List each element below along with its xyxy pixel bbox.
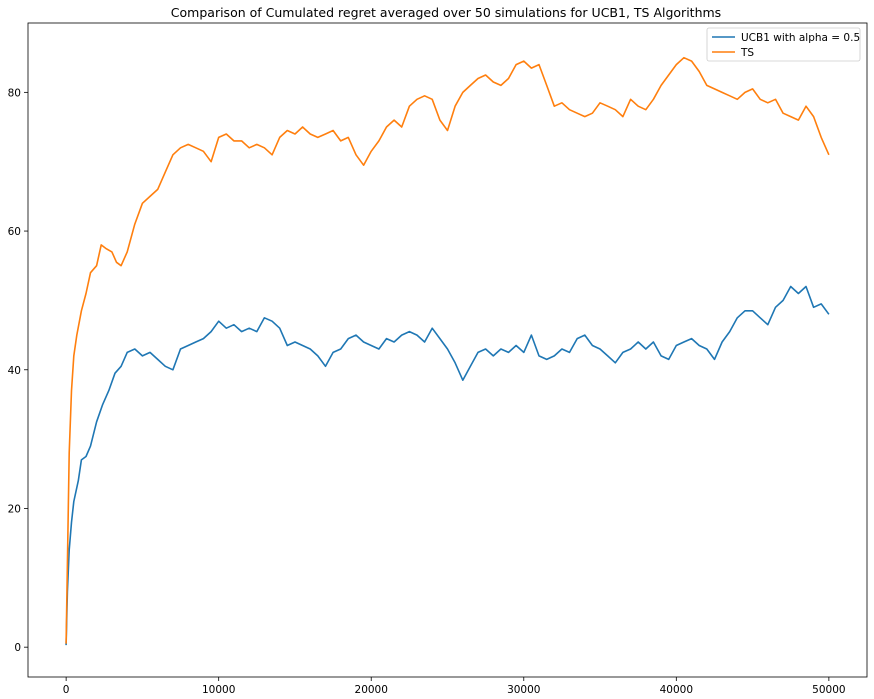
legend-label: TS [740, 47, 754, 59]
y-tick-label: 40 [8, 365, 21, 377]
y-tick-label: 80 [8, 87, 21, 99]
legend-box [706, 27, 861, 62]
x-tick-label: 50000 [812, 684, 845, 696]
series-line-ucb1 [65, 285, 830, 646]
legend-label: UCB1 with alpha = 0.5 [741, 32, 860, 44]
x-tick-label: 0 [63, 684, 70, 696]
x-tick-label: 30000 [507, 684, 540, 696]
x-axis: 0 10000 20000 30000 40000 50000 [63, 677, 846, 696]
x-tick-label: 10000 [202, 684, 235, 696]
y-tick-label: 20 [8, 503, 21, 515]
chart-title: Comparison of Cumulated regret averaged … [171, 5, 721, 20]
series-layer [65, 56, 830, 646]
y-axis: 0 20 40 60 80 [8, 87, 28, 654]
plot-area [27, 22, 868, 678]
y-tick-label: 60 [8, 226, 21, 238]
x-tick-label: 20000 [355, 684, 388, 696]
y-tick-label: 0 [14, 642, 21, 654]
x-tick-label: 40000 [660, 684, 693, 696]
legend: UCB1 with alpha = 0.5 TS [706, 27, 861, 62]
series-line-ts [65, 56, 830, 644]
